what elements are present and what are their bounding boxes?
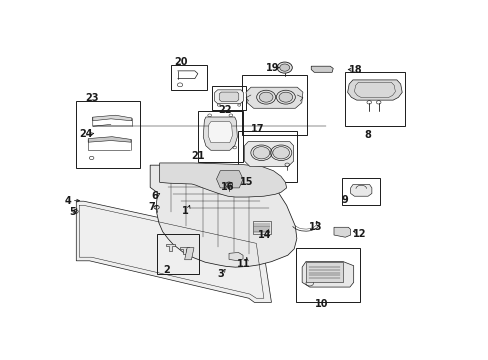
Text: 1: 1 xyxy=(182,207,188,216)
Text: 24: 24 xyxy=(79,129,92,139)
Text: 5: 5 xyxy=(69,207,76,217)
Bar xyxy=(252,221,270,234)
Circle shape xyxy=(253,147,269,159)
Polygon shape xyxy=(150,165,296,267)
Polygon shape xyxy=(219,92,238,102)
Polygon shape xyxy=(302,262,353,287)
Polygon shape xyxy=(88,137,131,142)
Bar xyxy=(342,177,380,205)
Polygon shape xyxy=(350,185,371,196)
Text: 18: 18 xyxy=(348,64,362,75)
Polygon shape xyxy=(165,244,175,251)
Text: 23: 23 xyxy=(85,93,99,103)
Polygon shape xyxy=(159,163,286,197)
Bar xyxy=(242,75,306,135)
Circle shape xyxy=(279,64,289,71)
Text: 17: 17 xyxy=(250,123,264,134)
Text: 16: 16 xyxy=(221,182,234,192)
Text: 20: 20 xyxy=(173,57,187,67)
Circle shape xyxy=(259,92,272,102)
Polygon shape xyxy=(216,171,243,188)
Text: 8: 8 xyxy=(363,130,370,140)
Polygon shape xyxy=(228,252,243,261)
Bar xyxy=(211,86,245,110)
Text: 15: 15 xyxy=(240,177,253,187)
Bar xyxy=(156,234,199,274)
Circle shape xyxy=(277,62,292,73)
Polygon shape xyxy=(214,90,243,104)
Polygon shape xyxy=(347,80,401,100)
Circle shape xyxy=(272,147,289,159)
Text: 4: 4 xyxy=(64,195,71,206)
Text: 11: 11 xyxy=(237,258,250,269)
Text: 19: 19 xyxy=(265,63,279,73)
Bar xyxy=(75,102,140,168)
Bar xyxy=(344,72,405,126)
Text: 21: 21 xyxy=(191,151,204,161)
Text: 3: 3 xyxy=(217,269,224,279)
Polygon shape xyxy=(203,117,237,150)
Polygon shape xyxy=(245,87,302,108)
Polygon shape xyxy=(333,227,350,237)
Circle shape xyxy=(279,92,292,102)
Polygon shape xyxy=(93,115,132,121)
Polygon shape xyxy=(311,66,332,72)
Polygon shape xyxy=(208,122,232,143)
Polygon shape xyxy=(76,201,271,302)
Bar xyxy=(296,248,359,302)
Text: 9: 9 xyxy=(341,195,347,205)
Circle shape xyxy=(226,183,230,186)
Bar xyxy=(197,111,243,162)
Polygon shape xyxy=(184,248,194,260)
Polygon shape xyxy=(180,247,189,254)
Text: 2: 2 xyxy=(163,265,169,275)
Text: 10: 10 xyxy=(314,299,328,309)
Polygon shape xyxy=(244,142,293,167)
Polygon shape xyxy=(305,262,343,282)
Bar xyxy=(171,66,206,90)
Text: 13: 13 xyxy=(308,222,322,232)
Text: 7: 7 xyxy=(148,202,155,212)
Bar xyxy=(238,131,297,183)
Text: 22: 22 xyxy=(218,105,231,115)
Text: 6: 6 xyxy=(151,191,158,201)
Text: 12: 12 xyxy=(352,229,366,239)
Text: 14: 14 xyxy=(258,230,271,240)
